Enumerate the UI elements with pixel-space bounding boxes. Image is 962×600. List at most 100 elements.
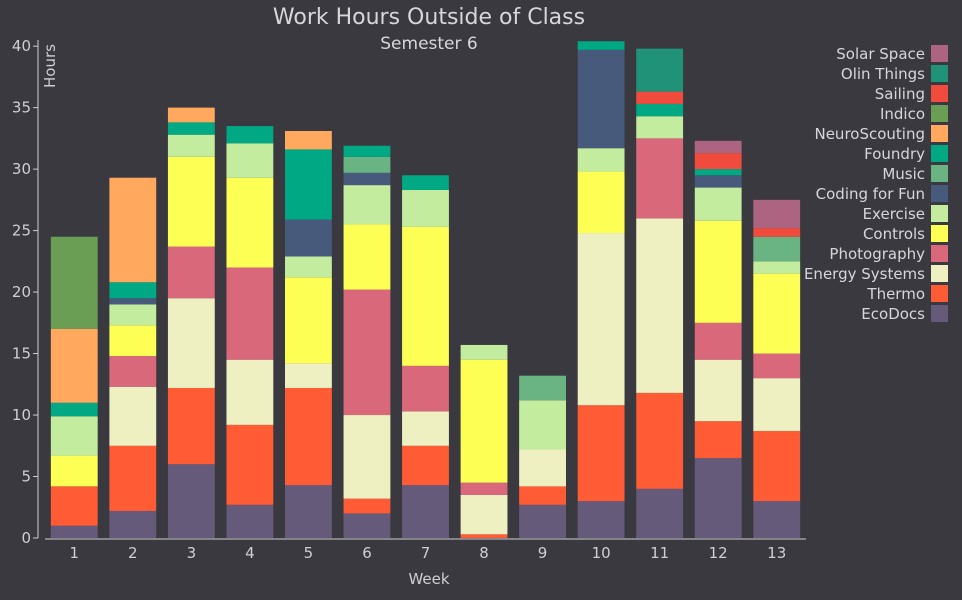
bar-segment-week8-photography bbox=[460, 482, 508, 495]
legend-label: Energy Systems bbox=[804, 265, 925, 283]
legend-swatch bbox=[931, 65, 948, 82]
legend-label: Olin Things bbox=[841, 65, 925, 83]
bar-segment-week9-exercise bbox=[519, 400, 566, 450]
bar-segment-week11-ecodocs bbox=[636, 488, 684, 538]
bar-segment-week13-music bbox=[753, 236, 801, 262]
bar-segment-week11-olin-things bbox=[636, 48, 684, 92]
bar-segment-week9-thermo bbox=[519, 486, 566, 505]
bar-segment-week5-controls bbox=[285, 277, 332, 364]
bar-segment-week5-exercise bbox=[285, 256, 332, 278]
bar-segment-week9-ecodocs bbox=[519, 504, 566, 538]
bar-segment-week10-foundry bbox=[577, 41, 625, 50]
bar-segment-week13-ecodocs bbox=[753, 501, 801, 538]
bar-segment-week5-coding-for-fun bbox=[285, 219, 332, 257]
bar-segment-week7-energy-systems bbox=[402, 411, 449, 446]
legend-label: Controls bbox=[863, 225, 925, 243]
legend-label: Thermo bbox=[866, 285, 925, 303]
bar-segment-week10-ecodocs bbox=[577, 501, 625, 538]
bar-segment-week12-coding-for-fun bbox=[694, 175, 742, 188]
y-tick-label: 15 bbox=[12, 345, 31, 363]
bar-segment-week13-thermo bbox=[753, 431, 801, 502]
bar-segment-week1-ecodocs bbox=[50, 525, 98, 538]
x-tick-label: 4 bbox=[245, 544, 255, 562]
legend-swatch bbox=[931, 125, 948, 142]
legend-swatch bbox=[931, 105, 948, 122]
chart-title: Work Hours Outside of Class bbox=[273, 5, 585, 30]
bar-segment-week4-thermo bbox=[226, 424, 274, 505]
bars-layer bbox=[50, 41, 801, 538]
bar-segment-week2-ecodocs bbox=[109, 510, 157, 538]
bar-segment-week12-solar-space bbox=[694, 140, 742, 154]
legend-label: NeuroScouting bbox=[814, 125, 925, 143]
x-tick-label: 3 bbox=[187, 544, 197, 562]
x-axis-label: Week bbox=[408, 570, 449, 588]
x-tick-label: 6 bbox=[362, 544, 372, 562]
x-tick-label: 7 bbox=[421, 544, 431, 562]
bar-segment-week4-ecodocs bbox=[226, 504, 274, 538]
bar-segment-week6-thermo bbox=[343, 498, 391, 514]
bar-segment-week11-sailing bbox=[636, 91, 684, 104]
legend-swatch bbox=[931, 165, 948, 182]
bar-segment-week13-solar-space bbox=[753, 199, 801, 229]
bar-segment-week8-thermo bbox=[460, 534, 508, 538]
y-tick-label: 20 bbox=[12, 283, 31, 301]
bar-segment-week13-controls bbox=[753, 273, 801, 354]
bar-segment-week4-energy-systems bbox=[226, 359, 274, 425]
bar-segment-week3-controls bbox=[167, 156, 215, 247]
bar-segment-week12-foundry bbox=[694, 169, 742, 176]
legend-swatch bbox=[931, 305, 948, 322]
bar-segment-week11-thermo bbox=[636, 392, 684, 489]
x-tick-label: 2 bbox=[128, 544, 138, 562]
bar-segment-week11-foundry bbox=[636, 103, 684, 117]
bar-segment-week5-ecodocs bbox=[285, 485, 332, 538]
bar-segment-week7-exercise bbox=[402, 190, 449, 227]
y-tick-label: 5 bbox=[21, 468, 31, 486]
bar-segment-week12-controls bbox=[694, 220, 742, 323]
bar-segment-week7-controls bbox=[402, 226, 449, 366]
legend-swatch bbox=[931, 185, 948, 202]
bar-segment-week5-energy-systems bbox=[285, 363, 332, 388]
bar-segment-week10-exercise bbox=[577, 148, 625, 172]
x-tick-label: 12 bbox=[709, 544, 728, 562]
legend: Solar Space Olin Things Sailing Indico Neuro… bbox=[804, 45, 948, 323]
bar-segment-week12-thermo bbox=[694, 421, 742, 459]
x-tick-label: 10 bbox=[592, 544, 611, 562]
y-tick-label: 30 bbox=[12, 160, 31, 178]
legend-swatch bbox=[931, 85, 948, 102]
bar-segment-week2-photography bbox=[109, 356, 157, 387]
bar-segment-week13-energy-systems bbox=[753, 378, 801, 432]
legend-label: Music bbox=[882, 165, 925, 183]
legend-label: Photography bbox=[829, 245, 925, 263]
bar-segment-week7-foundry bbox=[402, 175, 449, 191]
bar-segment-week1-controls bbox=[50, 455, 98, 487]
bar-segment-week2-coding-for-fun bbox=[109, 298, 157, 305]
bar-segment-week6-photography bbox=[343, 289, 391, 416]
bar-segment-week10-energy-systems bbox=[577, 233, 625, 406]
bar-segment-week5-neuroscouting bbox=[285, 130, 332, 150]
y-tick-label: 10 bbox=[12, 406, 31, 424]
bar-segment-week2-neuroscouting bbox=[109, 177, 157, 283]
bar-segment-week13-exercise bbox=[753, 261, 801, 274]
bar-segment-week4-foundry bbox=[226, 126, 274, 144]
x-tick-label: 1 bbox=[69, 544, 79, 562]
bar-segment-week10-coding-for-fun bbox=[577, 49, 625, 149]
x-tick-label: 11 bbox=[650, 544, 669, 562]
bar-segment-week12-ecodocs bbox=[694, 458, 742, 538]
bar-segment-week2-foundry bbox=[109, 282, 157, 299]
bar-segment-week4-exercise bbox=[226, 143, 274, 178]
bar-segment-week2-exercise bbox=[109, 304, 157, 326]
bar-segment-week1-exercise bbox=[50, 416, 98, 456]
legend-label: Sailing bbox=[875, 85, 925, 103]
bar-segment-week13-photography bbox=[753, 353, 801, 379]
legend-swatch bbox=[931, 265, 948, 282]
bar-segment-week13-sailing bbox=[753, 228, 801, 237]
y-axis-label: Hours bbox=[41, 44, 59, 88]
bar-segment-week3-thermo bbox=[167, 387, 215, 465]
bar-segment-week5-foundry bbox=[285, 149, 332, 220]
legend-label: Foundry bbox=[864, 145, 925, 163]
bar-segment-week11-energy-systems bbox=[636, 218, 684, 393]
bar-segment-week2-controls bbox=[109, 325, 157, 357]
